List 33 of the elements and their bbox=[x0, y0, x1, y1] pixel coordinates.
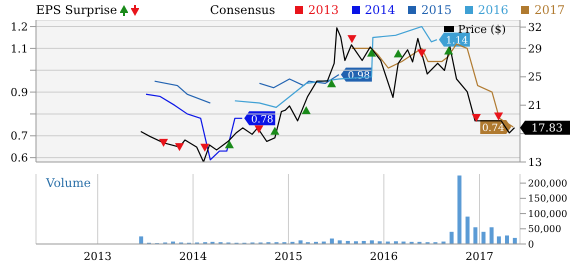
x-tick-label: 2015 bbox=[274, 250, 302, 263]
x-tick-label: 2013 bbox=[84, 250, 112, 263]
y-tick-label: 0.7 bbox=[10, 130, 28, 143]
y2-tick-label: 32 bbox=[528, 21, 542, 34]
y-tick-label: 1.1 bbox=[10, 42, 28, 56]
legend-label: 2013 bbox=[307, 3, 339, 17]
y2-tick-label: 25 bbox=[528, 70, 542, 84]
y-tick-label: 50,000 bbox=[528, 224, 562, 236]
y-tick-label: 0.9 bbox=[10, 86, 28, 99]
x-tick-label: 2014 bbox=[179, 250, 208, 263]
data-label: 17.83 bbox=[531, 122, 563, 135]
data-label: 0.78 bbox=[251, 114, 274, 126]
x-tick-label: 2017 bbox=[465, 250, 494, 263]
legend-label: 2017 bbox=[533, 3, 565, 17]
legend-label: Price ($) bbox=[458, 23, 506, 36]
y-tick-label: 1.2 bbox=[10, 20, 28, 34]
y-tick-label: 0.6 bbox=[10, 152, 28, 165]
data-label: 1.14 bbox=[446, 36, 468, 47]
y-tick-label: 150,000 bbox=[528, 194, 568, 205]
y2-tick-label: 21 bbox=[528, 99, 542, 112]
legend-label: 2016 bbox=[476, 3, 508, 17]
y2-tick-label: 13 bbox=[528, 156, 542, 169]
y-tick-label: 100,000 bbox=[528, 208, 568, 220]
y-tick-label: 200,000 bbox=[528, 178, 568, 190]
chart-title: Volume bbox=[46, 176, 91, 190]
legend-title: Consensus bbox=[210, 3, 276, 17]
x-tick-label: 2016 bbox=[370, 250, 398, 263]
data-label: 0.74 bbox=[482, 123, 504, 134]
y-tick-label: 0 bbox=[528, 239, 534, 250]
y2-tick-label: 29 bbox=[528, 42, 542, 56]
text: EPS Surprise bbox=[36, 3, 118, 17]
legend-label: 2015 bbox=[420, 3, 452, 17]
legend-label: 2014 bbox=[364, 3, 396, 17]
